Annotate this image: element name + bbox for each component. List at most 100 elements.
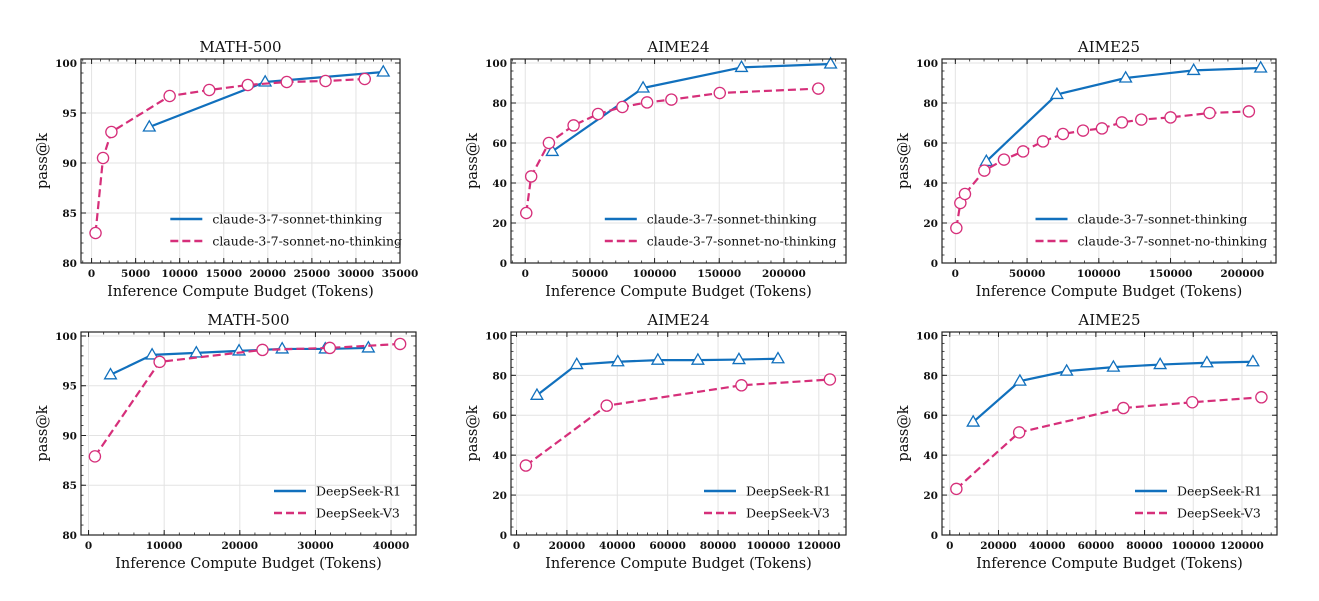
data-point-circle: [105, 125, 118, 139]
plot-frame: [510, 58, 847, 264]
y-tick-label: 80: [492, 98, 507, 110]
data-point-circle: [978, 164, 991, 177]
series-line-2: [955, 396, 1262, 490]
legend-label-1: DeepSeek-R1: [1177, 484, 1262, 499]
y-tick-label: 85: [62, 208, 77, 220]
x-tick-label: 100000: [1171, 540, 1215, 552]
x-tick-label: 100000: [633, 268, 677, 280]
data-point-triangle: [1106, 359, 1121, 372]
data-point-circle: [1076, 124, 1090, 137]
plot-frame: [941, 331, 1278, 536]
data-point-circle: [163, 89, 176, 103]
x-tick-label: 35000: [382, 268, 419, 280]
x-axis-label: Inference Compute Budget (Tokens): [976, 284, 1243, 300]
chart-title: AIME24: [646, 38, 709, 56]
legend-label-1: claude-3-7-sonnet-thinking: [212, 212, 382, 227]
x-tick-label: 20000: [250, 268, 287, 280]
data-point-triangle: [1253, 60, 1268, 73]
data-point-circle: [241, 78, 255, 92]
y-axis-label: pass@k: [465, 405, 481, 461]
y-tick-label: 20: [492, 218, 507, 230]
data-point-circle: [153, 355, 166, 369]
data-point-triangle: [1245, 354, 1260, 367]
y-tick-label: 0: [500, 530, 507, 542]
data-point-circle: [202, 83, 216, 97]
legend-label-1: DeepSeek-R1: [316, 484, 401, 499]
legend-label-1: DeepSeek-R1: [746, 484, 831, 499]
data-point-circle: [1203, 106, 1216, 120]
data-point-circle: [1056, 127, 1070, 141]
x-tick-label: 30000: [338, 268, 375, 280]
y-tick-label: 60: [492, 138, 507, 150]
data-point-circle: [524, 170, 538, 183]
x-tick-label: 30000: [297, 540, 334, 552]
y-tick-label: 40: [492, 450, 507, 462]
y-tick-label: 40: [923, 178, 938, 190]
data-point-circle: [812, 82, 825, 95]
data-point-circle: [600, 399, 613, 412]
data-point-triangle: [1118, 70, 1133, 83]
y-tick-label: 80: [492, 370, 507, 382]
x-axis-label: Inference Compute Budget (Tokens): [115, 556, 382, 572]
series-line-2: [525, 87, 819, 214]
data-point-triangle: [1186, 62, 1201, 76]
data-point-triangle: [529, 387, 544, 400]
data-point-circle: [1117, 401, 1130, 415]
legend-label-2: claude-3-7-sonnet-no-thinking: [212, 234, 402, 249]
chart-title: MATH-500: [207, 311, 289, 329]
chart-panel-6: 0 20000 40000 60000 80000 100000 120000 0 20 40 60…: [896, 311, 1278, 572]
x-tick-label: 0: [85, 540, 92, 552]
y-tick-label: 0: [931, 530, 938, 542]
data-point-triangle: [610, 354, 625, 367]
y-tick-label: 95: [62, 381, 77, 393]
data-point-circle: [1186, 396, 1199, 409]
data-point-circle: [997, 153, 1011, 166]
legend: claude-3-7-sonnet-thinking claude-3-7-son…: [170, 212, 402, 249]
y-tick-label: 60: [923, 138, 938, 150]
series-line-2: [955, 110, 1249, 229]
y-tick-label: 60: [923, 410, 938, 422]
data-point-triangle: [650, 352, 665, 365]
data-point-circle: [519, 459, 533, 472]
x-tick-label: 20000: [980, 540, 1017, 552]
chart-panel-3: 0 50000 100000 150000 200000 0 20 40 60 80 100 AIME…: [896, 38, 1277, 300]
y-tick-label: 90: [62, 430, 77, 442]
legend-label-1: claude-3-7-sonnet-thinking: [647, 212, 817, 227]
data-point-triangle: [1153, 357, 1168, 370]
data-point-triangle: [569, 357, 584, 370]
y-tick-label: 0: [931, 258, 938, 270]
data-point-triangle: [731, 352, 746, 365]
legend: claude-3-7-sonnet-thinking claude-3-7-son…: [1035, 212, 1267, 249]
chart-panel-2: 0 50000 100000 150000 200000 0 20 40 60 80 100 AIME…: [465, 38, 847, 300]
data-point-triangle: [770, 351, 786, 364]
data-point-circle: [616, 100, 629, 114]
data-point-circle: [323, 341, 337, 355]
x-axis-label: Inference Compute Budget (Tokens): [545, 284, 812, 300]
x-tick-label: 60000: [1078, 540, 1115, 552]
chart-panel-5: 0 20000 40000 60000 80000 100000 120000 0 20 40 60…: [465, 311, 847, 572]
legend-label-2: DeepSeek-V3: [1177, 506, 1261, 521]
data-point-circle: [950, 482, 963, 496]
series-line-1: [551, 62, 831, 153]
data-point-circle: [958, 187, 972, 201]
y-tick-label: 20: [923, 218, 938, 230]
x-tick-label: 0: [88, 268, 95, 280]
data-point-triangle: [823, 56, 838, 69]
legend-label-1: claude-3-7-sonnet-thinking: [1078, 212, 1248, 227]
data-point-circle: [89, 226, 102, 240]
data-point-circle: [1115, 116, 1129, 129]
y-tick-label: 95: [62, 108, 77, 120]
y-tick-label: 100: [55, 58, 77, 70]
series-line-2: [525, 378, 830, 467]
chart-title: MATH-500: [199, 38, 281, 56]
chart-title: AIME24: [646, 311, 709, 329]
x-tick-label: 20000: [222, 540, 259, 552]
y-axis-label: pass@k: [35, 133, 51, 189]
x-tick-label: 120000: [1220, 540, 1264, 552]
x-tick-label: 200000: [1220, 268, 1264, 280]
data-point-triangle: [545, 143, 560, 157]
data-point-triangle: [1199, 355, 1214, 368]
data-point-circle: [88, 450, 102, 463]
data-point-circle: [520, 206, 533, 220]
legend-label-2: DeepSeek-V3: [316, 506, 400, 521]
